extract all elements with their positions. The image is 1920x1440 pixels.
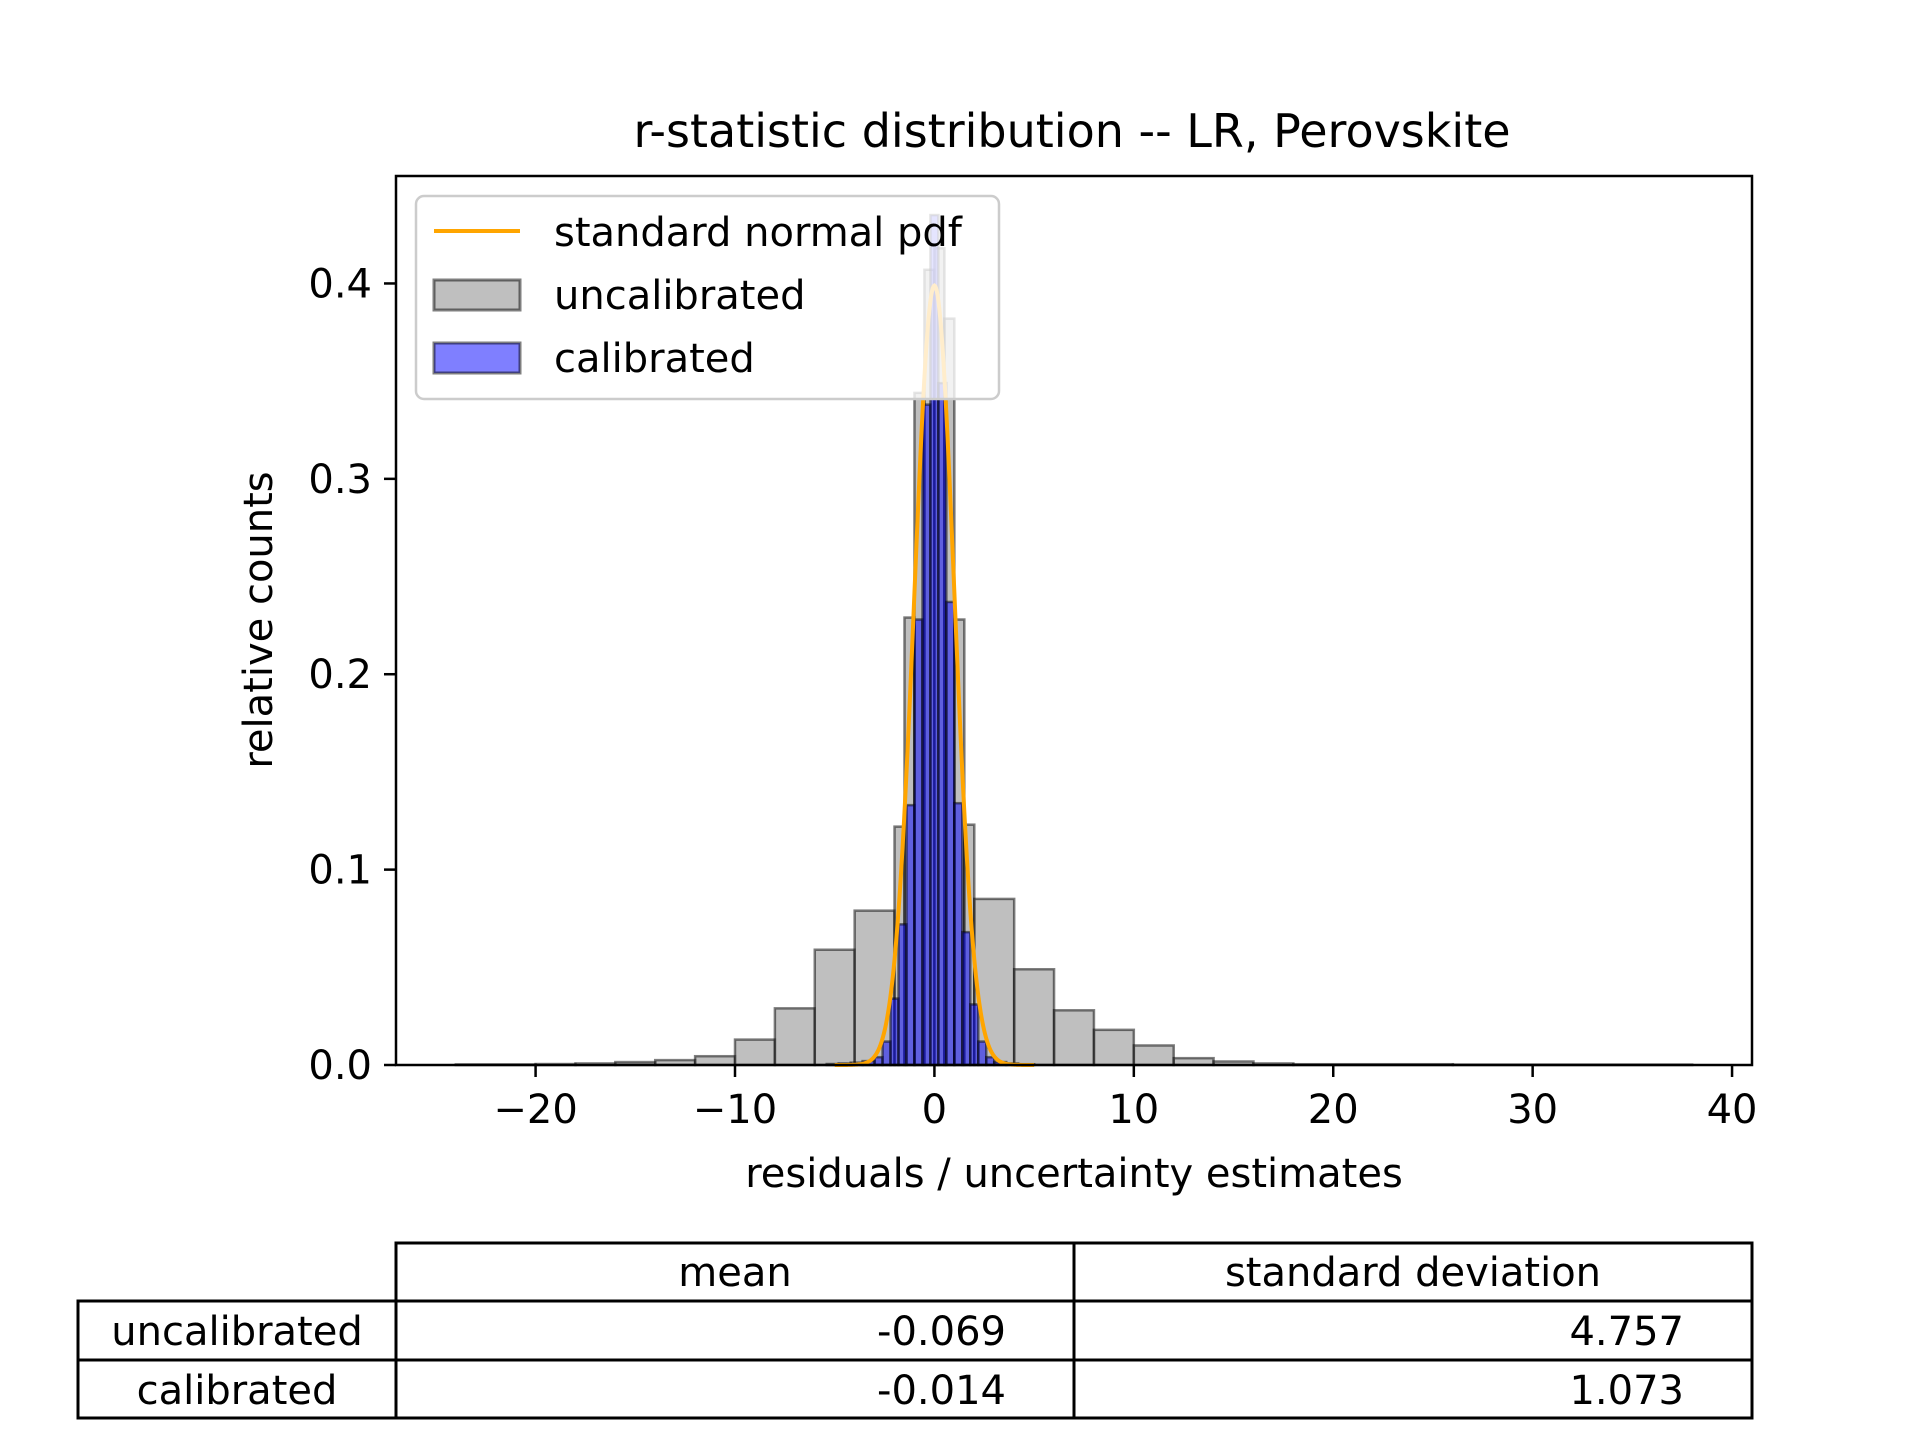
legend-pdf-label: standard normal pdf	[554, 210, 963, 256]
x-tick-label-4: 20	[1308, 1087, 1359, 1133]
uncalibrated-bar-6	[733, 1038, 777, 1067]
plot-frame	[394, 174, 1754, 1067]
x-tick-label-3: 10	[1108, 1087, 1159, 1133]
y-axis-label: relative counts	[236, 471, 282, 768]
x-tick-label-0: −20	[493, 1087, 577, 1133]
y-tick-label-3: 0.3	[308, 457, 372, 503]
table-cell-calibrated-mean: -0.014	[877, 1368, 1006, 1414]
x-axis: −20 −10 0 10 20 30 40	[493, 1065, 1758, 1133]
uncalibrated-bar-19	[1012, 968, 1056, 1067]
uncalibrated-bar-22	[1132, 1044, 1175, 1067]
legend: standard normal pdf uncalibrated calibra…	[414, 194, 1001, 401]
legend-uncalibrated-label: uncalibrated	[554, 273, 805, 319]
table-header-mean: mean	[678, 1250, 791, 1296]
y-tick-label-0: 0.0	[308, 1043, 372, 1089]
x-tick-label-6: 40	[1707, 1087, 1758, 1133]
chart-title: r-statistic distribution -- LR, Perovski…	[633, 104, 1510, 158]
x-axis-label: residuals / uncertainty estimates	[745, 1151, 1403, 1197]
table-cell-calibrated-std: 1.073	[1569, 1368, 1684, 1414]
y-tick-label-2: 0.2	[308, 652, 372, 698]
y-axis: 0.0 0.1 0.2 0.3 0.4	[308, 261, 396, 1089]
x-tick-label-5: 30	[1507, 1087, 1558, 1133]
plot-area	[394, 174, 1754, 1067]
table-grid	[76, 1241, 1754, 1420]
table-cell-uncalibrated-mean: -0.069	[877, 1309, 1006, 1355]
legend-calibrated-swatch	[432, 341, 522, 375]
uncalibrated-bar-20	[1052, 1009, 1096, 1067]
uncalibrated-bar-18	[973, 897, 1016, 1067]
uncalibrated-bar-7	[773, 1007, 817, 1067]
table-row-label-calibrated: calibrated	[137, 1368, 338, 1414]
uncalibrated-bar-21	[1092, 1028, 1136, 1067]
x-tick-label-1: −10	[693, 1087, 777, 1133]
y-tick-label-1: 0.1	[308, 848, 372, 894]
stats-table: mean standard deviation uncalibrated -0.…	[76, 1241, 1754, 1420]
uncalibrated-bar-8	[813, 948, 856, 1067]
uncalibrated-bar-5	[693, 1054, 737, 1067]
table-header-std: standard deviation	[1225, 1250, 1601, 1296]
legend-box	[414, 194, 1001, 401]
table-row-label-uncalibrated: uncalibrated	[111, 1309, 362, 1355]
legend-uncalibrated-swatch	[432, 278, 522, 312]
x-tick-label-2: 0	[922, 1087, 947, 1133]
y-tick-label-4: 0.4	[308, 261, 372, 307]
table-cell-uncalibrated-std: 4.757	[1569, 1309, 1684, 1355]
legend-calibrated-label: calibrated	[554, 336, 755, 382]
